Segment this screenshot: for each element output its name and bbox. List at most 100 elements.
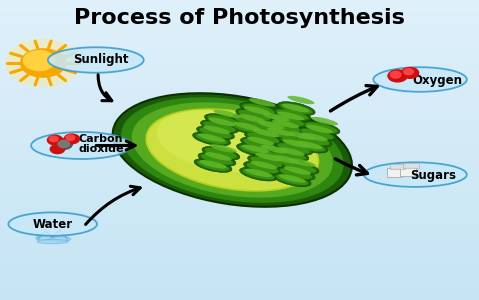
Bar xyxy=(0,296,479,300)
Circle shape xyxy=(21,49,66,77)
Ellipse shape xyxy=(232,115,270,128)
Ellipse shape xyxy=(157,110,288,172)
Bar xyxy=(0,19,479,22)
Bar xyxy=(0,248,479,251)
Bar xyxy=(0,158,479,161)
Ellipse shape xyxy=(277,147,305,156)
Ellipse shape xyxy=(296,141,323,149)
Ellipse shape xyxy=(237,143,274,157)
Ellipse shape xyxy=(257,121,285,129)
Bar xyxy=(0,176,479,180)
FancyBboxPatch shape xyxy=(403,163,419,168)
Ellipse shape xyxy=(268,122,300,132)
Ellipse shape xyxy=(113,93,352,207)
Ellipse shape xyxy=(242,145,269,153)
Ellipse shape xyxy=(277,167,315,181)
Ellipse shape xyxy=(290,139,328,153)
Ellipse shape xyxy=(273,116,304,126)
Bar xyxy=(0,124,479,128)
Ellipse shape xyxy=(202,146,240,160)
Bar xyxy=(0,274,479,278)
Ellipse shape xyxy=(36,235,55,241)
Bar xyxy=(0,4,479,8)
Ellipse shape xyxy=(195,134,228,144)
Ellipse shape xyxy=(272,120,299,128)
Bar xyxy=(0,225,479,229)
Bar xyxy=(0,199,479,203)
Ellipse shape xyxy=(201,120,239,134)
Ellipse shape xyxy=(265,120,303,134)
Ellipse shape xyxy=(280,168,312,179)
Ellipse shape xyxy=(273,173,311,187)
Ellipse shape xyxy=(236,108,274,122)
Ellipse shape xyxy=(251,126,284,137)
Bar xyxy=(0,26,479,30)
Bar xyxy=(0,218,479,221)
Bar xyxy=(0,60,479,64)
Bar xyxy=(0,251,479,255)
Ellipse shape xyxy=(201,154,233,165)
Text: Carbon
dioxide: Carbon dioxide xyxy=(79,134,124,154)
Ellipse shape xyxy=(276,174,308,185)
Circle shape xyxy=(55,139,72,149)
Ellipse shape xyxy=(289,158,316,167)
Bar xyxy=(0,236,479,240)
Ellipse shape xyxy=(205,114,242,128)
Bar xyxy=(0,165,479,169)
Ellipse shape xyxy=(196,126,234,140)
Ellipse shape xyxy=(233,122,261,130)
Bar xyxy=(0,150,479,154)
Ellipse shape xyxy=(146,109,319,191)
Bar xyxy=(0,49,479,52)
Ellipse shape xyxy=(274,108,311,122)
Ellipse shape xyxy=(199,160,227,169)
Bar xyxy=(0,232,479,236)
Ellipse shape xyxy=(244,106,271,115)
Bar xyxy=(0,240,479,244)
Text: Process of Photosynthesis: Process of Photosynthesis xyxy=(74,8,405,28)
Ellipse shape xyxy=(243,104,275,114)
Bar xyxy=(0,221,479,225)
Bar xyxy=(0,259,479,262)
Ellipse shape xyxy=(267,128,294,136)
Bar xyxy=(0,278,479,281)
Ellipse shape xyxy=(198,134,225,142)
Ellipse shape xyxy=(199,128,231,138)
Bar xyxy=(0,98,479,101)
Ellipse shape xyxy=(298,127,336,141)
Text: Sunlight: Sunlight xyxy=(73,53,128,67)
Ellipse shape xyxy=(205,152,232,160)
Ellipse shape xyxy=(244,131,282,145)
Ellipse shape xyxy=(287,96,315,104)
Bar xyxy=(0,64,479,68)
Ellipse shape xyxy=(301,133,328,141)
Bar xyxy=(0,71,479,75)
Ellipse shape xyxy=(364,162,467,187)
Ellipse shape xyxy=(231,122,263,133)
Ellipse shape xyxy=(252,119,290,133)
FancyBboxPatch shape xyxy=(390,164,405,169)
Ellipse shape xyxy=(294,133,332,147)
Ellipse shape xyxy=(239,110,271,121)
Ellipse shape xyxy=(282,104,309,112)
Ellipse shape xyxy=(240,145,272,155)
Bar xyxy=(0,281,479,285)
Circle shape xyxy=(64,134,80,144)
Circle shape xyxy=(388,70,407,82)
Bar xyxy=(0,191,479,195)
Ellipse shape xyxy=(48,47,144,73)
Bar xyxy=(0,38,479,41)
Ellipse shape xyxy=(251,149,289,163)
Ellipse shape xyxy=(240,137,278,151)
Ellipse shape xyxy=(239,114,265,122)
Bar xyxy=(0,120,479,124)
Circle shape xyxy=(404,69,413,75)
Bar xyxy=(0,210,479,214)
Bar xyxy=(0,109,479,112)
Bar xyxy=(0,68,479,71)
Ellipse shape xyxy=(255,153,283,161)
Bar xyxy=(0,172,479,176)
Ellipse shape xyxy=(277,112,304,120)
Bar xyxy=(0,0,479,4)
Ellipse shape xyxy=(248,133,279,143)
